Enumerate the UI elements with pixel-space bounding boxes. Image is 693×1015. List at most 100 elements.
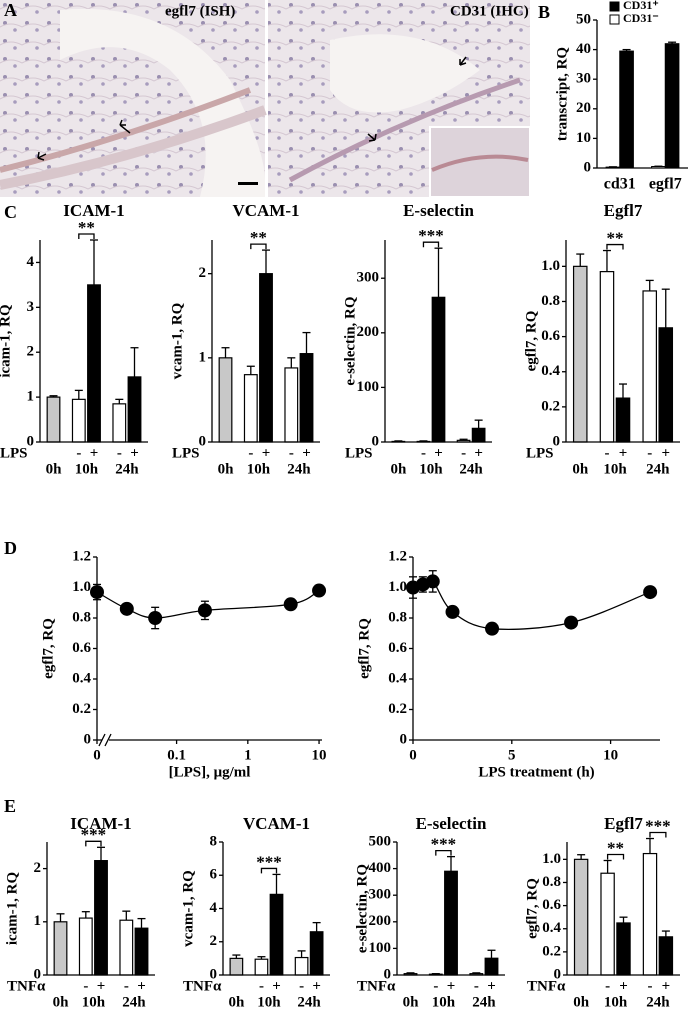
x-sign-label: -	[76, 445, 81, 461]
y-tick-label: 1.0	[388, 579, 407, 595]
bar	[599, 271, 615, 443]
x-sign-label: +	[619, 445, 628, 461]
error-bar	[602, 249, 611, 272]
image-label: CD31 (IHC)	[450, 3, 529, 19]
y-tick-label: 100	[357, 379, 380, 395]
error-bar	[81, 911, 90, 919]
bar	[642, 852, 658, 976]
error-bar	[577, 854, 586, 860]
error-bar	[272, 873, 281, 895]
significance-label: ***	[418, 226, 444, 245]
y-axis-label: vcam-1, RQ	[180, 870, 196, 947]
error-bar	[287, 357, 296, 368]
error-bar	[302, 331, 311, 354]
error-bar	[668, 41, 677, 44]
y-axis-label: icam-1, RQ	[4, 872, 20, 946]
y-tick-label: 0.6	[542, 897, 561, 913]
chart-title: E-selectin	[416, 814, 487, 833]
error-bar	[645, 837, 654, 854]
panel-label: B	[538, 2, 550, 22]
line	[412, 579, 651, 630]
y-tick-label: 0	[384, 966, 392, 982]
x-group-label: 24h	[297, 994, 321, 1010]
error-bar	[434, 247, 443, 298]
x-group-label: 10h	[603, 461, 627, 477]
y-tick-label: 30	[576, 71, 591, 87]
significance-bracket	[606, 243, 624, 250]
y-axis-label: egfl7, RQ	[524, 878, 540, 939]
significance-bracket	[260, 867, 278, 874]
significance-bracket	[85, 840, 102, 847]
x-tick-label: 10	[312, 747, 327, 763]
y-tick-label: 300	[369, 887, 392, 903]
panel-label: D	[4, 538, 17, 558]
y-tick-label: 1	[34, 913, 42, 929]
bar	[254, 958, 269, 976]
error-bar	[312, 921, 321, 932]
x-sign-label: +	[90, 445, 99, 461]
y-tick-label: 400	[369, 860, 392, 876]
x-group-label: 10h	[257, 994, 281, 1010]
x-sign-label: -	[117, 445, 122, 461]
error-bar	[49, 395, 58, 398]
y-tick-label: 0	[554, 966, 562, 982]
y-axis-label: egfl7, RQ	[523, 310, 539, 371]
y-tick-label: 0.4	[388, 670, 407, 686]
x-sign-label: -	[605, 978, 610, 994]
y-tick-label: 3	[27, 299, 35, 315]
error-bar	[406, 972, 415, 974]
x-sign-label: +	[302, 445, 311, 461]
y-tick-label: 0.6	[541, 328, 560, 344]
significance-bracket	[78, 233, 95, 239]
x-tick-label: 10	[603, 747, 618, 763]
y-tick-label: 0.2	[72, 701, 91, 717]
point	[445, 604, 460, 619]
x-tick-label: 0	[409, 747, 417, 763]
panel-label: C	[4, 202, 17, 222]
point	[90, 585, 104, 600]
point	[312, 583, 327, 598]
y-tick-label: 2	[210, 933, 218, 949]
y-tick-label: 1.0	[72, 579, 91, 595]
error-bar	[246, 365, 255, 375]
x-group-label: 10h	[247, 461, 271, 477]
y-tick-label: 0	[27, 433, 35, 449]
micrograph-ish: egfl7 (ISH)	[0, 0, 267, 198]
treatment-label: LPS	[172, 445, 200, 461]
x-group-label: 24h	[472, 994, 496, 1010]
bar	[87, 284, 101, 443]
bar	[229, 957, 244, 976]
bar	[600, 872, 615, 976]
error-bar	[431, 973, 440, 975]
x-sign-label: +	[619, 978, 628, 994]
y-tick-label: 0.4	[542, 920, 561, 936]
y-tick-label: 1	[199, 349, 207, 365]
x-sign-label: +	[661, 445, 670, 461]
error-bar	[232, 954, 241, 959]
error-bar	[603, 859, 612, 874]
x-sign-label: +	[262, 445, 271, 461]
error-bar	[459, 438, 468, 441]
legend-swatch	[609, 14, 620, 25]
bar	[112, 403, 127, 443]
chart-title: ICAM-1	[63, 201, 124, 220]
x-group-label: 24h	[122, 994, 146, 1010]
y-tick-label: 1	[27, 389, 35, 405]
error-bar	[221, 347, 230, 358]
x-tick-label: 1	[244, 747, 252, 763]
y-tick-label: 0.8	[388, 609, 407, 625]
y-tick-label: 1.0	[541, 258, 560, 274]
significance-label: **	[606, 228, 623, 247]
x-axis-label: [LPS], μg/ml	[169, 764, 251, 780]
chart-title: ICAM-1	[70, 814, 131, 833]
x-sign-label: -	[647, 978, 652, 994]
significance-label: **	[250, 228, 267, 247]
x-sign-label: +	[97, 978, 106, 994]
error-bar	[297, 950, 306, 958]
x-sign-label: -	[604, 445, 609, 461]
point	[485, 621, 500, 636]
bar	[309, 931, 324, 976]
y-tick-label: 0	[584, 159, 592, 175]
image-label: egfl7 (ISH)	[165, 3, 235, 19]
